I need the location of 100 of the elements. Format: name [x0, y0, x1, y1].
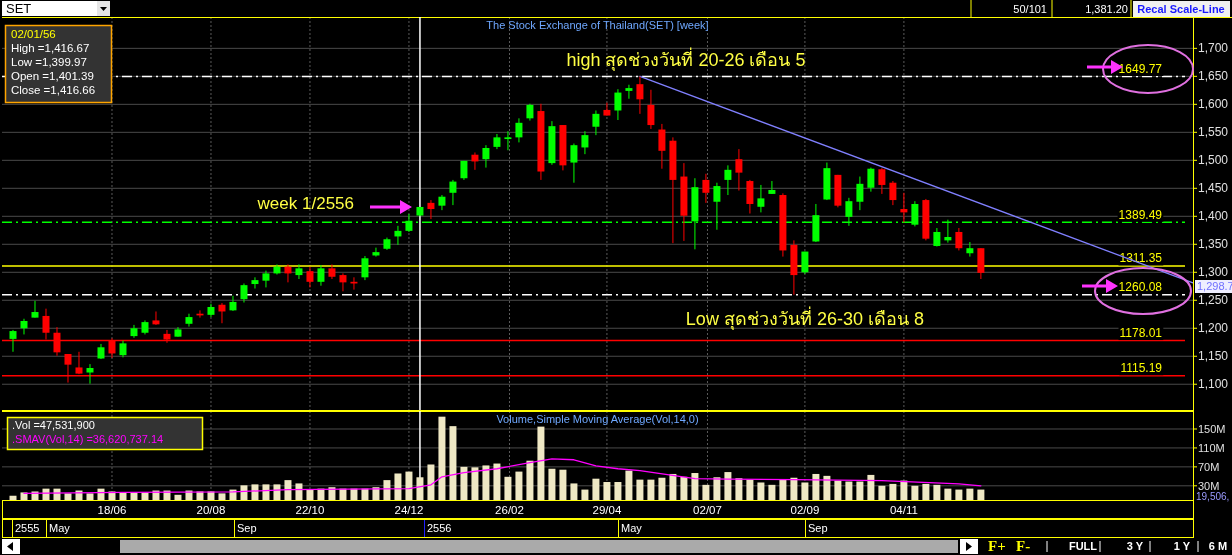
candlestick	[31, 300, 39, 319]
bar	[537, 426, 545, 500]
ref-line-label: 1649.77	[1118, 61, 1163, 76]
bar	[812, 473, 820, 500]
bar	[779, 479, 787, 500]
bar	[900, 480, 908, 500]
x-tick-label: 18/06	[97, 504, 127, 516]
candlestick	[427, 199, 435, 220]
text: 19,506,	[1196, 491, 1230, 502]
bar	[460, 466, 468, 500]
candlestick	[515, 117, 523, 143]
bar	[570, 483, 578, 500]
bar	[86, 493, 94, 500]
bar	[834, 480, 842, 500]
bar	[922, 483, 930, 500]
bar	[526, 460, 534, 500]
line-series	[23, 458, 982, 495]
x-tick-label: 20/08	[196, 504, 226, 516]
x-tick-label: 02/07	[693, 504, 722, 516]
bar	[383, 480, 391, 500]
annotation: week 1/2556	[256, 194, 354, 213]
y-tick-label: 1,500	[1198, 153, 1229, 168]
bar	[614, 482, 622, 500]
bar	[889, 483, 897, 500]
x-tick-label: 22/10	[295, 504, 325, 516]
candlestick	[86, 363, 94, 385]
bar	[757, 482, 765, 500]
y-tick-label: 1,250	[1198, 293, 1229, 308]
annotation: high สุดช่วงวันที่ 20-26 เดือน 5	[566, 47, 806, 72]
annotation: Low =1,399.97	[11, 56, 87, 68]
candlestick	[20, 318, 28, 335]
text: F+	[988, 538, 1006, 554]
y-tick-label: 150M	[1198, 422, 1226, 435]
x-tick-label: 26/02	[495, 504, 524, 516]
bar	[504, 476, 512, 500]
bar	[218, 493, 226, 500]
candlestick	[889, 180, 897, 206]
candlestick	[581, 130, 589, 155]
bar	[174, 494, 182, 500]
text: 1,381.20	[1085, 3, 1128, 15]
annotation: Low สุดช่วงวันที่ 26-30 เดือน 8	[685, 305, 924, 330]
text: 2556	[427, 522, 452, 534]
bar	[955, 489, 963, 500]
bar	[713, 477, 721, 500]
y-tick-label: 110M	[1198, 441, 1225, 454]
bar	[867, 474, 875, 500]
x-tick-label: 24/12	[394, 504, 424, 516]
annotation: High =1,416.67	[11, 42, 90, 54]
bar	[9, 495, 17, 500]
bar	[966, 488, 974, 500]
bar	[680, 476, 688, 500]
candlestick	[735, 148, 743, 192]
bar	[911, 485, 919, 500]
bar	[592, 478, 600, 500]
candlestick	[878, 167, 886, 195]
bar	[449, 426, 457, 500]
chart-title: The Stock Exchange of Thailand(SET) [week]	[486, 19, 709, 31]
y-tick-label: 30M	[1198, 479, 1220, 492]
candlestick	[361, 255, 369, 281]
bar	[394, 473, 402, 500]
bar	[845, 481, 853, 500]
candlestick	[449, 179, 457, 206]
bar	[746, 479, 754, 500]
bar	[328, 487, 336, 500]
y-tick-label: 1,400	[1198, 209, 1229, 224]
bar	[702, 484, 710, 500]
candlestick	[240, 282, 248, 304]
x-tick-label: 02/09	[790, 504, 820, 516]
bar	[647, 479, 655, 500]
bar	[581, 489, 589, 500]
candlestick	[746, 179, 754, 214]
candlestick	[713, 182, 721, 231]
bar	[735, 478, 743, 500]
bar	[471, 467, 479, 500]
bar	[240, 485, 248, 500]
bar	[438, 416, 446, 500]
ref-line-label: 1389.49	[1118, 207, 1163, 222]
bar	[548, 468, 556, 500]
bar	[823, 475, 831, 500]
y-tick-label: 1,650	[1198, 69, 1229, 84]
bar	[878, 485, 886, 500]
bar	[977, 489, 985, 500]
annotation: .SMAV(Vol,14) =36,620,737.14	[12, 433, 164, 445]
annotation: 02/01/56	[11, 28, 56, 40]
bar	[801, 482, 809, 500]
candlestick	[394, 225, 402, 246]
y-tick-label: 1,100	[1198, 377, 1229, 392]
candlestick	[625, 84, 633, 100]
bar	[603, 482, 611, 500]
y-tick-label: 1,350	[1198, 237, 1229, 252]
y-tick-label: 1,300	[1198, 265, 1229, 280]
text: May	[49, 522, 71, 534]
bar	[933, 484, 941, 500]
candlestick	[339, 272, 347, 292]
candlestick	[9, 329, 17, 353]
ref-line-label: 1115.19	[1120, 361, 1163, 376]
candlestick	[614, 88, 622, 121]
text: 1 Y	[1173, 540, 1191, 552]
bar	[262, 484, 270, 500]
candlestick	[636, 75, 644, 115]
